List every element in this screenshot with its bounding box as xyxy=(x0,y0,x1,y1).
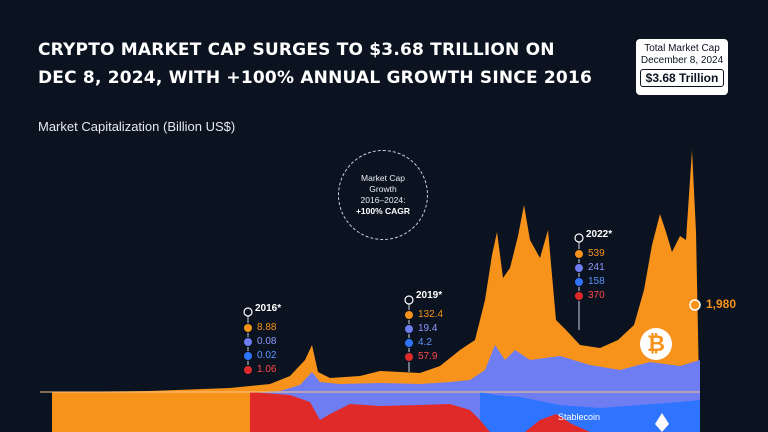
ethereum-area xyxy=(525,414,590,432)
annotation-2016: 2016* 8.88 0.08 0.02 1.06 xyxy=(243,302,281,376)
stablecoin-series-label: Stablecoin xyxy=(558,412,601,422)
y-axis-label: Market Capitalization (Billion US$) xyxy=(38,119,236,134)
annotation-ethereum-value: 57.9 xyxy=(418,351,438,362)
bitcoin-icon: ₿ xyxy=(640,328,672,360)
annotation-year: 2016* xyxy=(255,303,282,314)
altcoin-dot xyxy=(404,323,414,334)
altcoin-dot xyxy=(243,336,253,347)
annotation-ethereum-value: 1.06 xyxy=(257,364,277,375)
annotation-year: 2019* xyxy=(416,290,443,301)
altcoin-dot xyxy=(574,262,584,273)
ethereum-area xyxy=(250,392,490,432)
ethereum-dot xyxy=(404,351,414,362)
chart-title: Crypto Market Cap Surges to $3.68 Trilli… xyxy=(38,40,593,88)
cagr-callout: Market Cap Growth 2016–2024: +100% CAGR xyxy=(338,150,428,240)
stablecoin-dot xyxy=(574,276,584,287)
cagr-line1: Market Cap xyxy=(361,173,405,183)
annotation-stablecoin-value: 158 xyxy=(588,276,605,287)
annotation-altcoin-value: 19.4 xyxy=(418,323,438,334)
ethereum-dot xyxy=(574,290,584,301)
bitcoin-dot xyxy=(404,309,414,320)
annotation-year: 2022* xyxy=(586,229,613,240)
last-bitcoin-value: 1,980 xyxy=(706,297,737,311)
bitcoin-dot xyxy=(574,248,584,259)
stablecoin-area xyxy=(480,392,700,432)
annotation-stablecoin-value: 0.02 xyxy=(257,350,277,361)
total-market-cap-box: Total Market Cap December 8, 2024 $3.68 … xyxy=(636,39,728,95)
annotation-bitcoin-value: 8.88 xyxy=(257,322,277,333)
annotation-bitcoin-value: 132.4 xyxy=(418,309,444,320)
cagr-line3: 2016–2024: xyxy=(360,195,406,205)
annotation-marker xyxy=(243,307,253,317)
stablecoin-dot xyxy=(404,337,414,348)
total-box-label: Total Market Cap xyxy=(644,43,720,54)
last-value-marker xyxy=(689,299,701,311)
total-box-value: $3.68 Trillion xyxy=(640,69,724,87)
bitcoin-dot xyxy=(243,322,253,333)
cagr-line2: Growth xyxy=(369,184,397,194)
cagr-value: +100% CAGR xyxy=(355,206,411,216)
annotation-altcoin-value: 241 xyxy=(588,262,605,273)
annotation-bitcoin-value: 539 xyxy=(588,248,605,259)
annotation-marker xyxy=(404,295,414,305)
annotation-marker xyxy=(574,233,584,243)
annotation-altcoin-value: 0.08 xyxy=(257,336,277,347)
ethereum-icon xyxy=(655,413,669,432)
ethereum-dot xyxy=(243,364,253,375)
total-box-date: December 8, 2024 xyxy=(640,55,724,66)
annotation-stablecoin-value: 4.2 xyxy=(418,337,432,348)
annotation-2022: 2022* 539 241 158 370 xyxy=(574,228,612,302)
annotation-2019: 2019* 132.4 19.4 4.2 57.9 xyxy=(404,289,443,363)
annotation-ethereum-value: 370 xyxy=(588,290,605,301)
stablecoin-dot xyxy=(243,350,253,361)
